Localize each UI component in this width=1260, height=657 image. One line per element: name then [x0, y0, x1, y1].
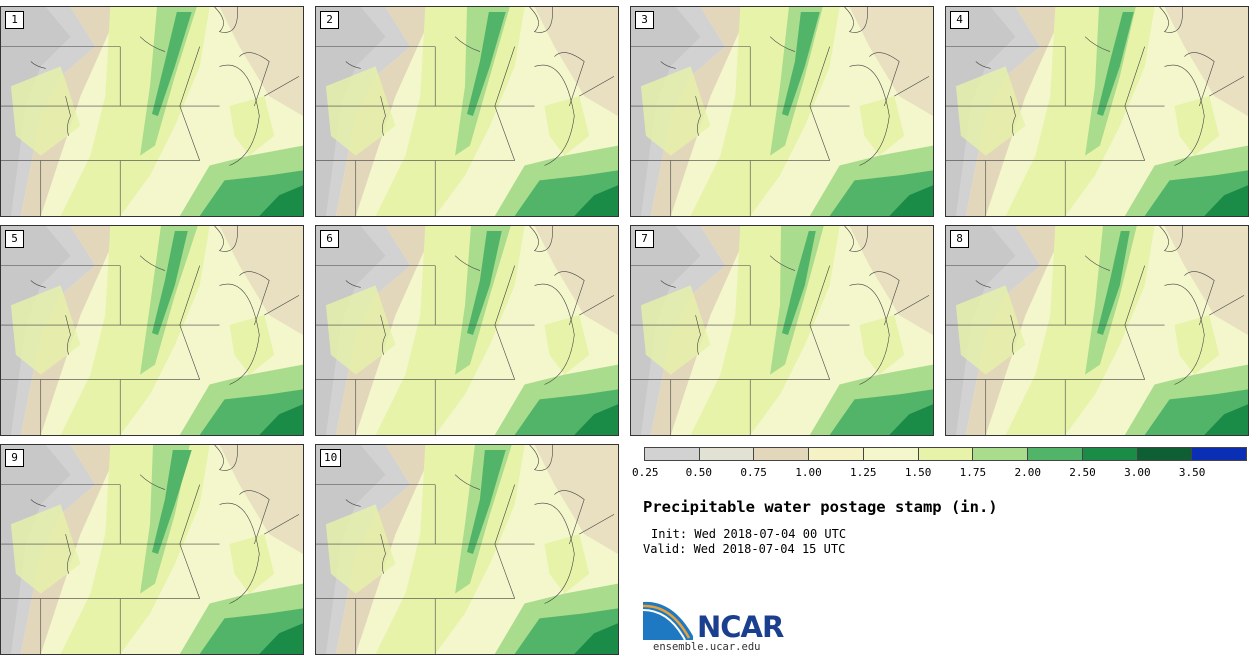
postage-stamp-panel: 2 [315, 6, 619, 217]
colorbar-tick-label: 1.75 [959, 466, 987, 479]
postage-stamp-panel: 3 [630, 6, 934, 217]
panel-number: 3 [635, 11, 654, 29]
colorbar [644, 447, 1247, 461]
panel-number: 7 [635, 230, 654, 248]
colorbar-segment [645, 448, 700, 460]
panel-number: 4 [950, 11, 969, 29]
chart-title: Precipitable water postage stamp (in.) [643, 498, 998, 516]
pw-map [1, 226, 303, 435]
ncar-url: ensemble.ucar.edu [653, 641, 761, 653]
postage-stamp-panel: 6 [315, 225, 619, 436]
postage-stamp-panel: 9 [0, 444, 304, 655]
panel-number: 2 [320, 11, 339, 29]
postage-stamp-panel: 7 [630, 225, 934, 436]
postage-stamp-panel: 10 [315, 444, 619, 655]
colorbar-segment [973, 448, 1029, 460]
valid-time: Valid: Wed 2018-07-04 15 UTC [643, 542, 846, 556]
colorbar-segment [918, 448, 974, 460]
colorbar-segment [809, 448, 864, 460]
colorbar-tick-label: 0.50 [685, 466, 713, 479]
colorbar-segment [1137, 448, 1193, 460]
panel-number: 8 [950, 230, 969, 248]
pw-map [316, 226, 618, 435]
colorbar-tick-label: 0.75 [740, 466, 767, 479]
pw-map [1, 445, 303, 654]
pw-map [946, 226, 1248, 435]
colorbar-segment [1082, 448, 1138, 460]
colorbar-tick-label: 1.00 [795, 466, 822, 479]
pw-map [631, 226, 933, 435]
postage-stamp-panel: 1 [0, 6, 304, 217]
colorbar-tick-label: 2.00 [1014, 466, 1041, 479]
colorbar-segment [863, 448, 919, 460]
ncar-wordmark: NCAR [697, 610, 784, 644]
postage-stamp-panel: 5 [0, 225, 304, 436]
pw-map [1, 7, 303, 216]
colorbar-tick-label: 1.50 [904, 466, 932, 479]
pw-map [946, 7, 1248, 216]
panel-number: 9 [5, 449, 24, 467]
panel-number: 6 [320, 230, 339, 248]
colorbar-tick-label: 0.25 [632, 466, 659, 479]
colorbar-tick-label: 1.25 [850, 466, 877, 479]
pw-map [316, 445, 618, 654]
postage-stamp-panel: 8 [945, 225, 1249, 436]
colorbar-segment [754, 448, 810, 460]
ncar-logo: NCAR ensemble.ucar.edu [643, 600, 803, 656]
colorbar-ticks: 0.25 0.50 0.75 1.00 1.25 1.50 1.75 2.00 2.50 3.00… [632, 466, 1247, 480]
colorbar-tick-label: 3.50 [1178, 466, 1206, 479]
postage-stamp-panel: 4 [945, 6, 1249, 217]
colorbar-segment [699, 448, 755, 460]
panel-number: 10 [320, 449, 342, 467]
colorbar-tick-label: 3.00 [1124, 466, 1151, 479]
time-info: Init: Wed 2018-07-04 00 UTC Valid: Wed 20… [643, 527, 846, 557]
panel-number: 5 [5, 230, 24, 248]
panel-number: 1 [5, 11, 24, 29]
ncar-logo-mark [643, 601, 693, 641]
colorbar-segment [1028, 448, 1083, 460]
colorbar-tick-label: 2.50 [1069, 466, 1096, 479]
pw-map [631, 7, 933, 216]
pw-map [316, 7, 618, 216]
colorbar-segment [1192, 448, 1247, 460]
init-time: Init: Wed 2018-07-04 00 UTC [651, 527, 847, 541]
